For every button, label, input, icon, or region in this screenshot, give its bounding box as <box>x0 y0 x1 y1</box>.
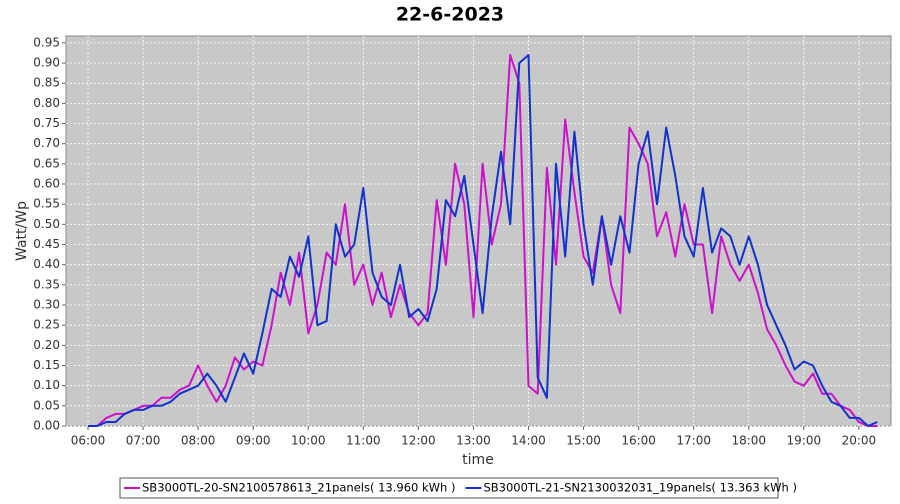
y-tick-label: 0.75 <box>33 116 60 130</box>
y-tick-label: 0.80 <box>33 96 60 110</box>
y-tick-label: 0.10 <box>33 378 60 392</box>
y-tick-label: 0.20 <box>33 338 60 352</box>
y-tick-label: 0.65 <box>33 156 60 170</box>
x-tick-label: 10:00 <box>291 434 326 448</box>
legend-box <box>119 477 779 499</box>
x-tick-label: 17:00 <box>676 434 711 448</box>
x-tick-label: 12:00 <box>401 434 436 448</box>
y-tick-label: 0.40 <box>33 257 60 271</box>
y-tick-label: 0.55 <box>33 197 60 211</box>
chart-title: 22-6-2023 <box>396 4 504 26</box>
y-tick-label: 0.30 <box>33 298 60 312</box>
x-tick-label: 13:00 <box>456 434 491 448</box>
y-tick-label: 0.35 <box>33 277 60 291</box>
x-tick-label: 09:00 <box>236 434 271 448</box>
x-tick-label: 06:00 <box>71 434 106 448</box>
y-tick-label: 0.95 <box>33 35 60 49</box>
x-tick-label: 20:00 <box>842 434 877 448</box>
y-tick-label: 0.45 <box>33 237 60 251</box>
y-tick-label: 0.85 <box>33 76 60 90</box>
legend-label: SB3000TL-21-SN2130032031_19panels( 13.36… <box>483 481 796 495</box>
x-tick-label: 14:00 <box>511 434 546 448</box>
series-line <box>88 54 878 427</box>
x-axis-label: time <box>462 452 494 468</box>
legend-label: SB3000TL-20-SN2100578613_21panels( 13.96… <box>142 481 455 495</box>
y-tick-label: 0.05 <box>33 398 60 412</box>
x-tick-label: 11:00 <box>346 434 381 448</box>
y-tick-label: 0.60 <box>33 177 60 191</box>
x-tick-label: 07:00 <box>126 434 161 448</box>
y-tick-label: 0.15 <box>33 358 60 372</box>
x-tick-label: 08:00 <box>181 434 216 448</box>
series-line <box>88 54 878 427</box>
y-tick-label: 0.25 <box>33 318 60 332</box>
x-tick-label: 19:00 <box>787 434 822 448</box>
y-tick-label: 0.70 <box>33 136 60 150</box>
x-tick-label: 18:00 <box>731 434 766 448</box>
x-tick-label: 15:00 <box>566 434 601 448</box>
x-tick-label: 16:00 <box>621 434 656 448</box>
y-tick-label: 0.50 <box>33 217 60 231</box>
y-tick-label: 0.00 <box>33 419 60 433</box>
y-axis-label: Watt/Wp <box>14 201 30 261</box>
y-tick-label: 0.90 <box>33 56 60 70</box>
